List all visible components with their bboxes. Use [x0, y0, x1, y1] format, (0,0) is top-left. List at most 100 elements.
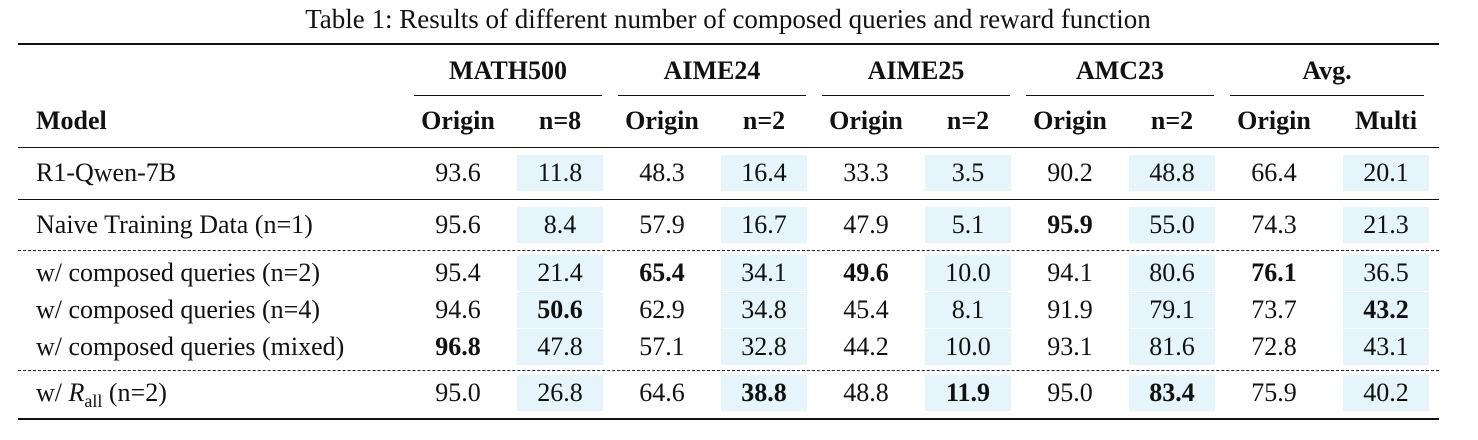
- table-cell: 65.4: [639, 258, 685, 287]
- table-cell: 95.4: [435, 258, 481, 287]
- bottom-rule: [18, 418, 1439, 420]
- table-cell: 16.4: [741, 158, 787, 187]
- column-header: Origin: [1033, 106, 1107, 135]
- group-underline: [822, 95, 1010, 96]
- cell-highlight: [721, 207, 807, 243]
- cell-highlight: [925, 207, 1011, 243]
- cell-highlight: [1343, 255, 1429, 291]
- table-cell: 57.9: [639, 210, 685, 239]
- top-rule: [18, 43, 1439, 45]
- table-cell: 94.6: [435, 295, 481, 324]
- table-cell: 50.6: [537, 295, 583, 324]
- cell-highlight: [925, 292, 1011, 328]
- cell-highlight: [1129, 375, 1215, 411]
- cell-highlight: [1343, 329, 1429, 365]
- group-underline: [1230, 95, 1424, 96]
- cell-highlight: [925, 329, 1011, 365]
- model-name: Naive Training Data (n=1): [36, 210, 313, 239]
- table-cell: 74.3: [1251, 210, 1297, 239]
- table-cell: 45.4: [843, 295, 889, 324]
- cell-highlight: [925, 255, 1011, 291]
- model-name: w/ composed queries (n=2): [36, 258, 320, 287]
- table-cell: 75.9: [1251, 378, 1297, 407]
- table-cell: 8.1: [951, 295, 985, 324]
- table-cell: 10.0: [945, 332, 991, 361]
- table-cell: 47.9: [843, 210, 889, 239]
- column-header: n=2: [946, 106, 990, 135]
- column-header: n=2: [742, 106, 786, 135]
- cell-highlight: [517, 375, 603, 411]
- cell-highlight: [721, 155, 807, 191]
- group-underline: [618, 95, 806, 96]
- column-header: Origin: [421, 106, 495, 135]
- header-rule: [18, 147, 1439, 148]
- column-header: Origin: [625, 106, 699, 135]
- table-cell: 95.0: [1047, 378, 1093, 407]
- cell-highlight: [517, 292, 603, 328]
- dashed-rule: [18, 370, 1439, 371]
- cell-highlight: [1343, 292, 1429, 328]
- cell-highlight: [1129, 255, 1215, 291]
- table-cell: 93.1: [1047, 332, 1093, 361]
- table-cell: 11.8: [537, 158, 583, 187]
- cell-highlight: [1129, 292, 1215, 328]
- group-header: Avg.: [1302, 56, 1352, 85]
- model-name: w/ Rall (n=2): [36, 378, 167, 412]
- table-cell: 48.8: [843, 378, 889, 407]
- table-cell: 55.0: [1149, 210, 1195, 239]
- table-cell: 48.8: [1149, 158, 1195, 187]
- table-cell: 38.8: [741, 378, 787, 407]
- model-name-suffix: (n=2): [102, 378, 167, 407]
- table-cell: 43.2: [1363, 295, 1409, 324]
- cell-highlight: [517, 207, 603, 243]
- cell-highlight: [517, 329, 603, 365]
- table-cell: 32.8: [741, 332, 787, 361]
- table-cell: 36.5: [1363, 258, 1409, 287]
- cell-highlight: [517, 255, 603, 291]
- table-cell: 62.9: [639, 295, 685, 324]
- cell-highlight: [517, 155, 603, 191]
- table-cell: 57.1: [639, 332, 685, 361]
- model-name-prefix: w/: [36, 378, 69, 407]
- table-cell: 26.8: [537, 378, 583, 407]
- group-underline: [414, 95, 602, 96]
- cell-highlight: [925, 155, 1011, 191]
- cell-highlight: [721, 329, 807, 365]
- group-header: AIME24: [663, 56, 761, 85]
- table-cell: 10.0: [945, 258, 991, 287]
- cell-highlight: [1129, 155, 1215, 191]
- group-underline: [1026, 95, 1214, 96]
- section-rule: [18, 199, 1439, 200]
- table-cell: 21.3: [1363, 210, 1409, 239]
- table-cell: 48.3: [639, 158, 685, 187]
- table-cell: 93.6: [435, 158, 481, 187]
- table-cell: 79.1: [1149, 295, 1195, 324]
- cell-highlight: [721, 292, 807, 328]
- reward-symbol: R: [68, 378, 85, 407]
- cell-highlight: [721, 375, 807, 411]
- table-caption: Table 1: Results of different number of …: [305, 4, 1151, 34]
- table-cell: 21.4: [537, 258, 583, 287]
- table-cell: 96.8: [435, 332, 481, 361]
- table-row: w/ Rall (n=2) 95.0 26.8 64.6 38.8 48.8 11.9 95.…: [0, 375, 1478, 411]
- table-cell: 76.1: [1251, 258, 1297, 287]
- column-header: n=8: [538, 106, 582, 135]
- column-header: Multi: [1354, 106, 1418, 135]
- table-row: R1-Qwen-7B 93.6 11.8 48.3 16.4 33.3 3.5 90.2 48.…: [0, 155, 1478, 191]
- table-cell: 3.5: [951, 158, 985, 187]
- table-cell: 66.4: [1251, 158, 1297, 187]
- table-cell: 40.2: [1363, 378, 1409, 407]
- model-name: w/ composed queries (n=4): [36, 295, 320, 324]
- table-row: w/ composed queries (n=4) 94.6 50.6 62.9 34.…: [0, 292, 1478, 328]
- table-cell: 90.2: [1047, 158, 1093, 187]
- table-row: w/ composed queries (n=2) 95.4 21.4 65.4 34.…: [0, 255, 1478, 291]
- table-cell: 5.1: [951, 210, 985, 239]
- dashed-rule: [18, 250, 1439, 251]
- table-cell: 49.6: [843, 258, 889, 287]
- table-row: w/ composed queries (mixed) 96.8 47.8 57.1 3…: [0, 329, 1478, 365]
- table-cell: 43.1: [1363, 332, 1409, 361]
- cell-highlight: [1343, 155, 1429, 191]
- table-cell: 95.6: [435, 210, 481, 239]
- cell-highlight: [925, 375, 1011, 411]
- model-column-header: Model: [36, 106, 107, 135]
